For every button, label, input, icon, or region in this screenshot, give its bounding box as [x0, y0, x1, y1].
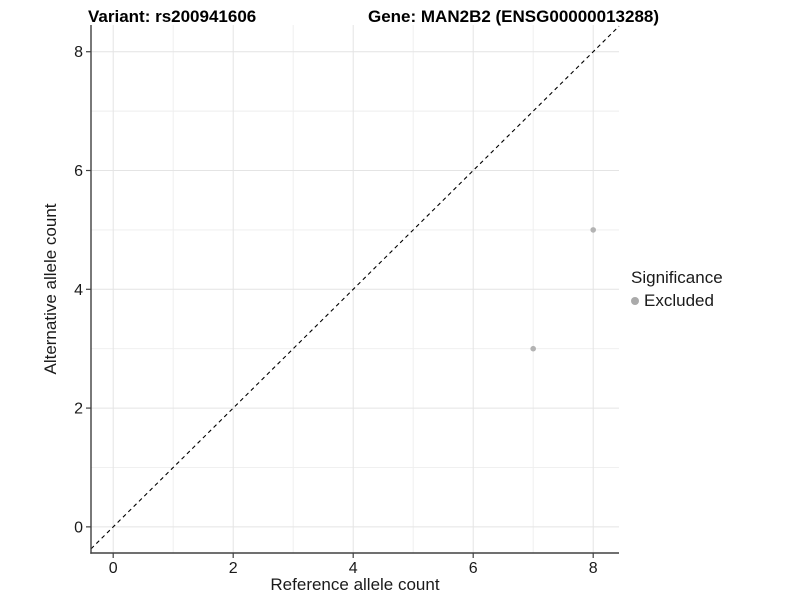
variant-title: Variant: rs200941606	[88, 7, 257, 26]
x-axis-title: Reference allele count	[270, 575, 440, 594]
gene-title: Gene: MAN2B2 (ENSG00000013288)	[368, 7, 660, 26]
y-tick-label: 4	[74, 282, 83, 299]
x-tick-label: 4	[349, 560, 358, 577]
identity-line	[90, 25, 620, 550]
x-tick-label: 2	[229, 560, 238, 577]
y-tick-label: 2	[74, 401, 83, 418]
legend-item-label: Excluded	[644, 291, 714, 310]
legend: Significance Excluded	[631, 268, 723, 311]
x-tick-label: 8	[589, 560, 598, 577]
legend-title: Significance	[631, 268, 723, 287]
legend-point-icon	[631, 297, 639, 305]
y-axis-title: Alternative allele count	[41, 203, 60, 375]
y-tick-label: 6	[74, 163, 83, 180]
y-tick-label: 0	[74, 519, 83, 536]
data-point	[530, 345, 536, 352]
y-tick-label: 8	[74, 44, 83, 61]
legend-item-excluded: Excluded	[631, 291, 723, 311]
x-tick-label: 6	[469, 560, 478, 577]
data-point	[590, 227, 596, 233]
x-tick-label: 0	[109, 560, 118, 577]
